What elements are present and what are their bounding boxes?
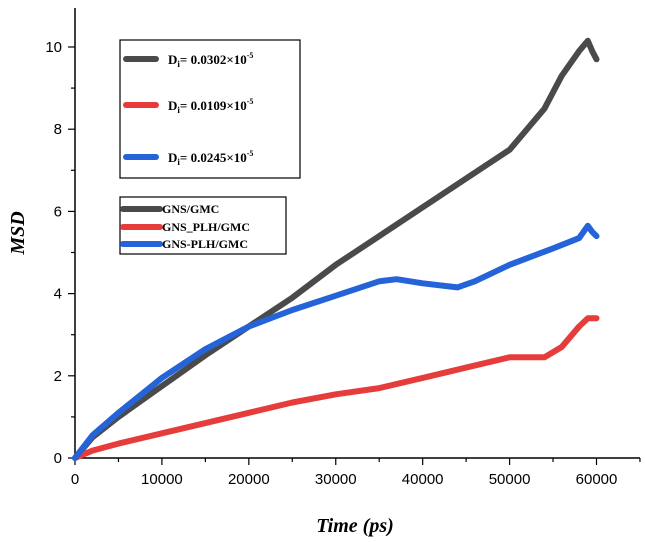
series-line-1: [72, 315, 600, 461]
y-tick-label: 0: [54, 450, 62, 467]
y-tick-label: 2: [54, 368, 62, 385]
x-tick-label: 60000: [576, 471, 618, 488]
x-axis: 0 10000 20000 30000 40000 50000 60000: [71, 457, 641, 488]
diffusion-coefficient-box: Di= 0.0302×10-5 Di= 0.0109×10-5 Di= 0.0245…: [119, 39, 301, 179]
x-tick-label: 50000: [489, 471, 531, 488]
legend: GNS/GMC GNS_PLH/GMC GNS-PLH/GMC: [119, 196, 287, 255]
di-annotation: Di= 0.0245×10-5: [168, 149, 253, 167]
x-tick-label: 40000: [402, 471, 444, 488]
legend-label: GNS/GMC: [162, 202, 219, 216]
legend-label: GNS-PLH/GMC: [162, 237, 248, 251]
y-tick-label: 6: [54, 203, 62, 220]
y-tick-label: 4: [54, 286, 62, 303]
y-tick-label: 8: [54, 121, 62, 138]
x-tick-label: 0: [71, 471, 79, 488]
series-layer: [72, 37, 600, 461]
x-tick-label: 30000: [315, 471, 357, 488]
di-annotation: Di= 0.0302×10-5: [168, 51, 253, 69]
x-tick-label: 20000: [228, 471, 270, 488]
legend-label: GNS_PLH/GMC: [162, 220, 250, 234]
y-axis-title: MSD: [7, 211, 29, 255]
y-axis: 0 2 4 6 8 10: [45, 8, 76, 467]
series-line-2: [72, 222, 600, 461]
x-tick-label: 10000: [141, 471, 183, 488]
x-axis-title: Time (ps): [316, 515, 394, 537]
series-line-0: [72, 37, 600, 461]
di-annotation: Di= 0.0109×10-5: [168, 97, 253, 115]
y-tick-label: 10: [45, 39, 62, 56]
